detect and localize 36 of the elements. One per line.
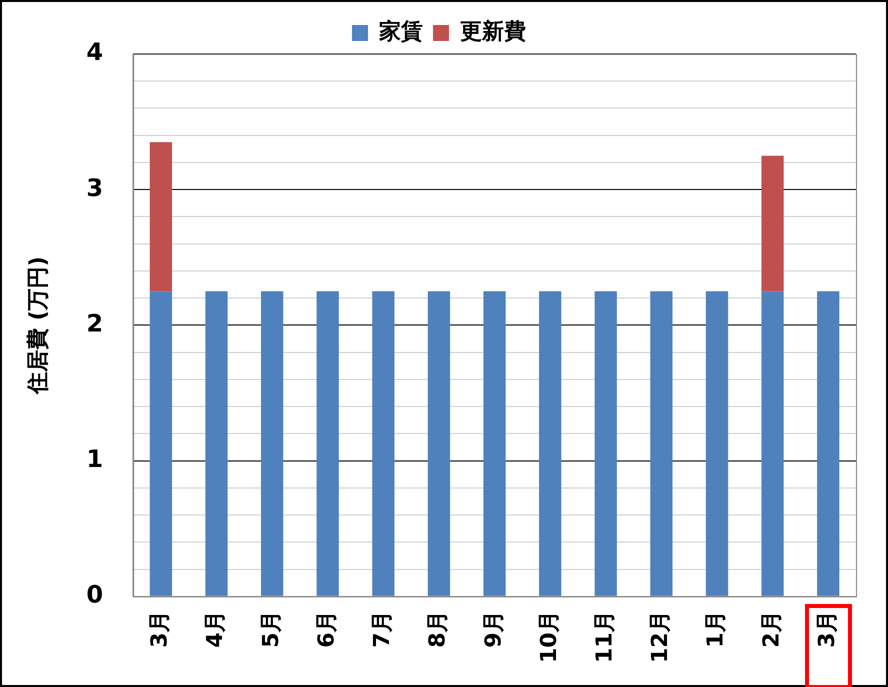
x-tick-label: 9月 bbox=[481, 610, 506, 648]
x-tick-label: 8月 bbox=[426, 610, 451, 648]
x-tick-label: 10月 bbox=[536, 610, 562, 664]
bar bbox=[150, 291, 172, 596]
bar bbox=[817, 291, 840, 596]
x-tick-label: 6月 bbox=[314, 610, 340, 648]
x-tick-label: 4月 bbox=[203, 610, 228, 648]
x-tick-label: 5月 bbox=[258, 610, 284, 648]
bar bbox=[483, 291, 506, 596]
x-tick-label: 11月 bbox=[592, 610, 618, 664]
bar bbox=[316, 291, 339, 596]
y-tick-label: 1 bbox=[86, 445, 104, 474]
bar bbox=[150, 142, 172, 292]
x-tick-label: 3月 bbox=[814, 610, 840, 648]
bar bbox=[372, 291, 394, 596]
bar bbox=[594, 291, 617, 596]
bar bbox=[205, 291, 228, 596]
y-tick-label: 4 bbox=[86, 38, 104, 66]
y-axis-title: 住居費 (万円) bbox=[26, 256, 51, 396]
y-tick-label: 3 bbox=[86, 174, 104, 202]
bar bbox=[706, 291, 728, 596]
x-tick-label: 12月 bbox=[648, 610, 674, 664]
x-tick-label: 2月 bbox=[759, 610, 784, 648]
legend-label: 更新費 bbox=[460, 18, 526, 45]
y-tick-label: 0 bbox=[86, 580, 104, 609]
bar bbox=[260, 291, 284, 596]
bar bbox=[428, 291, 450, 596]
x-tick-label: 3月 bbox=[148, 610, 173, 648]
bar bbox=[650, 291, 672, 596]
bar bbox=[761, 156, 784, 292]
legend-label: 家賃 bbox=[378, 18, 423, 45]
x-tick-label: 1月 bbox=[704, 610, 729, 648]
x-tick-label: 7月 bbox=[370, 610, 396, 648]
bar bbox=[539, 291, 562, 596]
y-tick-label: 2 bbox=[86, 309, 104, 338]
bar bbox=[761, 291, 784, 596]
